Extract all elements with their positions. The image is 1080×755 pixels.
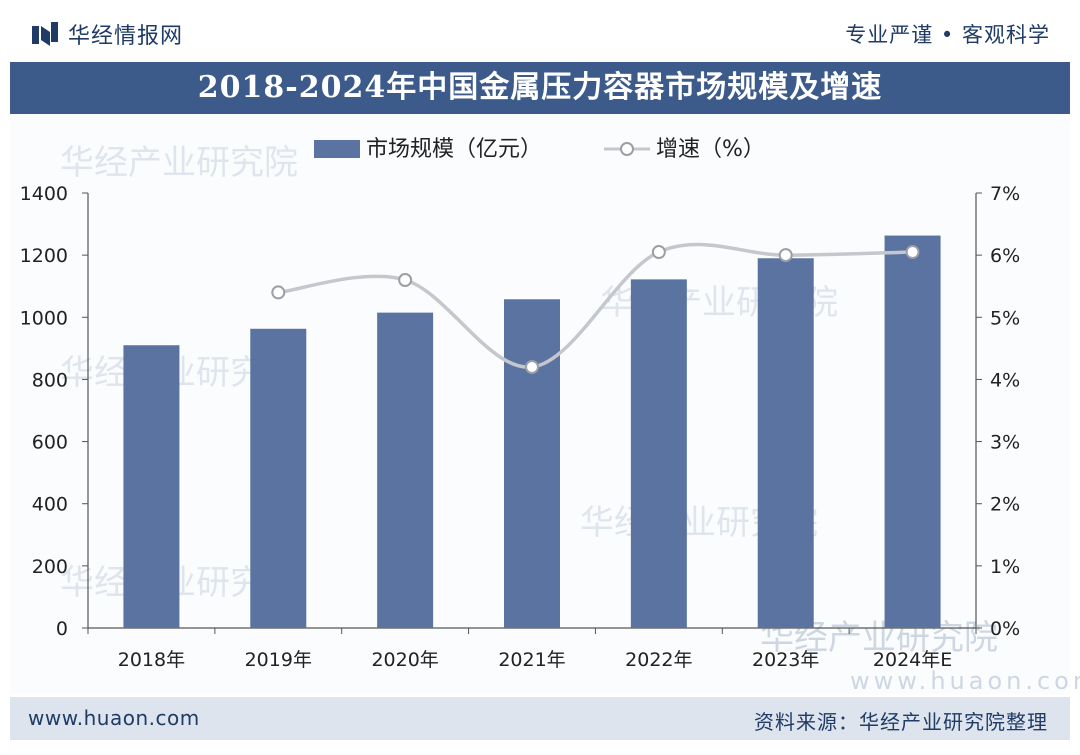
bar xyxy=(377,312,434,628)
bar xyxy=(757,258,814,628)
x-tick-label: 2022年 xyxy=(625,649,692,671)
y-right-tick-label: 5% xyxy=(990,307,1020,329)
growth-point xyxy=(651,245,666,260)
growth-point xyxy=(398,273,413,287)
header-bar: 华经情报网 专业严谨 • 客观科学 xyxy=(0,0,1080,62)
y-left-tick-label: 400 xyxy=(32,494,68,516)
huajing-logo-icon xyxy=(32,22,58,46)
footer-url: www.huaon.com xyxy=(28,706,200,730)
growth-point xyxy=(271,285,286,300)
y-left-tick-label: 1000 xyxy=(20,307,68,329)
x-tick-label: 2019年 xyxy=(245,649,312,671)
y-left-tick-label: 0 xyxy=(56,618,68,640)
y-left-tick-label: 1200 xyxy=(20,245,68,267)
y-right-tick-label: 2% xyxy=(990,494,1020,516)
y-right-tick-label: 1% xyxy=(990,556,1020,578)
footer-source: 资料来源：华经产业研究院整理 xyxy=(754,710,1048,734)
y-left-tick-label: 200 xyxy=(32,556,68,578)
bar xyxy=(504,299,560,628)
x-tick-label: 2018年 xyxy=(118,649,185,671)
y-right-tick-label: 0% xyxy=(990,618,1020,640)
x-tick-label: 2020年 xyxy=(371,649,438,671)
watermark-url: www.huaon.com xyxy=(850,667,1080,694)
growth-point xyxy=(525,360,539,374)
chart: 华经产业研究院 华经产业研究院 华经产业研究院 华经产业研究院 华经产业研究院 … xyxy=(20,137,1080,694)
footer-bar xyxy=(10,697,1070,740)
watermark-text: 华经产业研究院 xyxy=(60,143,298,183)
y-right-tick-label: 3% xyxy=(990,432,1020,454)
legend-bar-swatch xyxy=(314,140,360,158)
chart-title: 2018-2024年中国金属压力容器市场规模及增速 xyxy=(10,62,1070,114)
bar xyxy=(123,345,180,628)
growth-line xyxy=(278,242,913,369)
plot-area: 0 200 400 600 800 1000 1200 1400 0% 1% 2% 3% 4% 5% 6% 7… xyxy=(20,183,1021,671)
x-tick-label: 2024年E xyxy=(873,649,952,671)
bar xyxy=(884,235,941,628)
legend-line-label: 增速（%） xyxy=(656,137,765,162)
bar xyxy=(250,328,307,628)
y-left-tick-label: 800 xyxy=(32,369,68,391)
legend-bar-label: 市场规模（亿元） xyxy=(366,137,542,162)
legend-line-marker xyxy=(620,142,634,156)
growth-point xyxy=(778,248,793,263)
y-right-tick-label: 4% xyxy=(990,369,1020,391)
legend: 市场规模（亿元） 增速（%） xyxy=(314,137,765,162)
bar xyxy=(630,279,687,628)
y-left-tick-label: 600 xyxy=(32,432,68,454)
growth-point xyxy=(905,245,920,260)
x-tick-label: 2023年 xyxy=(752,649,819,671)
y-right-tick-label: 7% xyxy=(990,183,1020,205)
slogan: 专业严谨 • 客观科学 xyxy=(845,23,1050,47)
y-right-tick-label: 6% xyxy=(990,245,1020,267)
x-tick-label: 2021年 xyxy=(498,649,565,671)
brand-name: 华经情报网 xyxy=(68,24,184,49)
y-left-tick-label: 1400 xyxy=(20,183,68,205)
